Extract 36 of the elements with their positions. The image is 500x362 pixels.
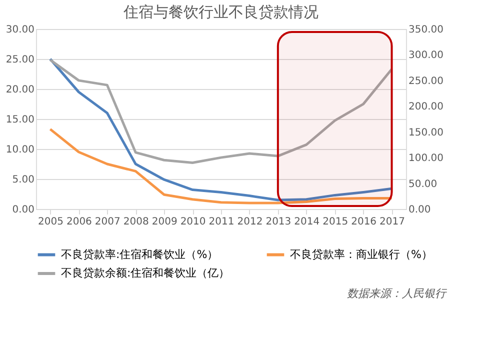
x-tick-label: 2011	[208, 216, 234, 228]
x-tick-label: 2007	[94, 216, 120, 228]
x-tick-label: 2015	[322, 216, 348, 228]
y-tick-label: 20.00	[6, 84, 34, 96]
y-tick-label: 15.00	[6, 114, 34, 126]
x-tick-label: 2005	[38, 216, 64, 228]
legend-label: 不良贷款余额:住宿和餐饮业（亿）	[61, 266, 230, 280]
y-tick-label: 10.00	[6, 144, 34, 156]
y-tick-label: 25.00	[6, 54, 34, 66]
line-series	[48, 58, 394, 164]
x-tick-label: 2009	[152, 216, 178, 228]
y2-tick-label: 0.00	[408, 204, 431, 216]
y2-tick-label: 150.00	[408, 127, 444, 138]
x-tick-label: 2016	[351, 216, 377, 228]
x-tick-label: 2008	[123, 216, 149, 228]
y2-tick-label: 200.00	[408, 102, 444, 113]
y2-tick-label: 350.00	[408, 24, 444, 36]
legend-label: 不良贷款率：商业银行（%）	[290, 248, 432, 261]
x-tick-label: 2010	[180, 216, 206, 228]
chart-title: 住宿与餐饮行业不良贷款情况	[122, 3, 318, 21]
y2-tick-label: 250.00	[408, 76, 444, 87]
x-tick-label: 2014	[294, 216, 320, 228]
line-series	[48, 128, 394, 204]
y2-tick-label: 300.00	[408, 50, 444, 62]
y-tick-label: 0.00	[12, 204, 34, 216]
x-tick-label: 2006	[66, 216, 92, 228]
y-tick-label: 30.00	[6, 24, 34, 36]
y-tick-label: 5.00	[12, 174, 34, 186]
y2-tick-label: 50.00	[408, 178, 438, 190]
x-tick-label: 2017	[380, 216, 405, 228]
x-tick-label: 2013	[266, 216, 292, 228]
source-note: 数据来源：人民银行	[347, 287, 448, 300]
x-tick-label: 2012	[237, 216, 263, 228]
line-series	[48, 58, 394, 202]
legend-label: 不良贷款率:住宿和餐饮业（%）	[61, 248, 218, 261]
y2-tick-label: 100.00	[408, 153, 444, 164]
